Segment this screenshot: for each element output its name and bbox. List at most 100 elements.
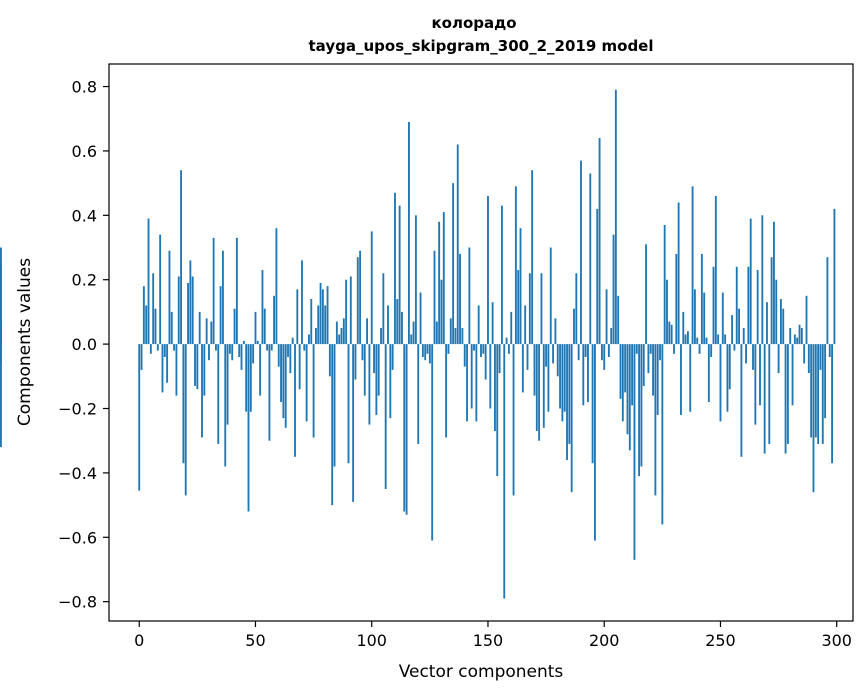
bar xyxy=(773,221,775,345)
bar xyxy=(538,344,541,441)
bar xyxy=(563,344,566,412)
bar xyxy=(591,344,594,464)
bar xyxy=(217,344,220,444)
bar xyxy=(410,334,413,345)
bar xyxy=(721,292,724,345)
bar xyxy=(347,344,350,464)
bar xyxy=(408,121,410,345)
bar xyxy=(377,344,380,396)
bar xyxy=(503,344,506,599)
bar xyxy=(596,208,599,345)
bar xyxy=(803,344,806,364)
bar xyxy=(754,344,757,425)
bar xyxy=(496,344,499,477)
bar xyxy=(235,237,238,345)
bar xyxy=(312,344,315,438)
bar xyxy=(321,289,324,345)
bar xyxy=(784,344,787,454)
bar xyxy=(219,286,222,345)
bar xyxy=(742,328,745,345)
bar xyxy=(291,337,294,345)
bar xyxy=(349,276,352,345)
bar xyxy=(449,318,452,345)
bar xyxy=(140,344,143,370)
bar xyxy=(740,344,743,457)
bar xyxy=(598,138,601,345)
bar xyxy=(603,344,606,370)
bar xyxy=(728,344,731,390)
x-axis: 0 50 100 150 200 250 300 xyxy=(134,621,852,650)
bar xyxy=(231,344,234,361)
bar xyxy=(270,344,273,351)
bar xyxy=(0,263,2,345)
bar xyxy=(652,344,654,396)
bar xyxy=(607,344,610,357)
bar xyxy=(173,344,176,351)
bar xyxy=(366,318,368,345)
bar xyxy=(319,282,322,345)
bar xyxy=(575,273,578,345)
bar xyxy=(600,344,603,361)
bar xyxy=(477,305,480,345)
bar xyxy=(703,292,706,345)
bar xyxy=(433,250,436,345)
bar xyxy=(287,344,289,357)
bar xyxy=(587,344,589,403)
bar xyxy=(417,344,420,444)
bar xyxy=(793,334,796,345)
bar xyxy=(735,266,738,345)
y-axis: −0.8 −0.6 −0.4 −0.2 0.0 0.2 0.4 0.6 0.8 xyxy=(58,78,109,612)
bar xyxy=(712,266,715,345)
bar xyxy=(684,334,687,345)
bar xyxy=(756,270,759,345)
bar xyxy=(833,208,836,345)
bar xyxy=(191,276,194,345)
bar xyxy=(152,273,155,345)
bar xyxy=(468,247,471,345)
bar xyxy=(633,344,636,560)
bar xyxy=(554,318,557,345)
bar xyxy=(628,344,631,451)
bar xyxy=(352,344,355,502)
bar xyxy=(470,344,473,409)
bar xyxy=(642,344,645,386)
bar xyxy=(505,337,508,345)
bar xyxy=(733,344,736,351)
bar xyxy=(745,344,747,364)
bar xyxy=(342,318,345,345)
bar xyxy=(670,324,673,345)
x-tick-label: 200 xyxy=(589,631,620,650)
bar xyxy=(638,344,641,477)
bar xyxy=(656,344,659,415)
bar xyxy=(535,344,538,432)
bar xyxy=(726,344,729,412)
bar xyxy=(528,273,531,345)
bar xyxy=(333,344,336,467)
bar-series xyxy=(0,89,836,599)
bar xyxy=(810,344,813,438)
bar xyxy=(184,344,187,496)
y-tick-label: −0.4 xyxy=(58,464,97,483)
bar xyxy=(431,344,434,541)
bar xyxy=(368,344,371,425)
y-tick-label: 0.8 xyxy=(72,78,97,97)
y-tick-label: −0.6 xyxy=(58,528,97,547)
bar xyxy=(426,344,429,354)
bar xyxy=(259,344,262,396)
bar xyxy=(624,344,627,393)
bar xyxy=(275,228,278,345)
bar xyxy=(317,305,320,345)
bar xyxy=(796,337,799,345)
bar xyxy=(247,344,250,512)
bar xyxy=(163,344,166,357)
bar xyxy=(800,328,803,345)
bar xyxy=(542,344,545,428)
y-tick-label: −0.8 xyxy=(58,593,97,612)
bar xyxy=(205,318,208,345)
bar xyxy=(210,321,213,345)
bar xyxy=(589,173,592,345)
bar xyxy=(645,244,647,345)
bar xyxy=(777,344,780,374)
bar xyxy=(635,344,638,354)
